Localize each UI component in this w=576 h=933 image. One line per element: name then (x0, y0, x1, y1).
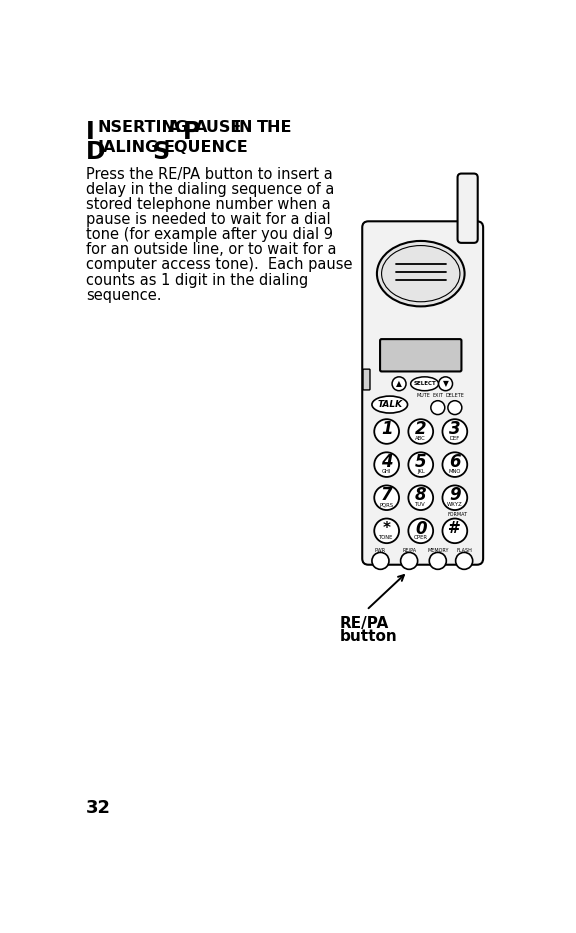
Text: TONE: TONE (380, 536, 394, 540)
Circle shape (442, 453, 467, 477)
Text: ▲: ▲ (396, 380, 402, 388)
Text: SELECT: SELECT (413, 382, 436, 386)
FancyBboxPatch shape (362, 221, 483, 564)
Circle shape (374, 453, 399, 477)
Text: delay in the dialing sequence of a: delay in the dialing sequence of a (86, 183, 334, 198)
Text: WXYZ: WXYZ (447, 502, 463, 508)
Text: 2: 2 (415, 420, 427, 439)
Text: FLASH: FLASH (456, 548, 472, 552)
Text: D: D (86, 140, 105, 163)
Text: P: P (183, 119, 200, 144)
Text: S: S (152, 140, 169, 163)
Circle shape (431, 400, 445, 414)
Text: EXIT: EXIT (433, 393, 444, 397)
Ellipse shape (411, 377, 438, 391)
Text: RE/PA: RE/PA (402, 548, 416, 552)
Text: tone (for example after you dial 9: tone (for example after you dial 9 (86, 228, 333, 243)
Text: DELETE: DELETE (445, 393, 464, 397)
Text: 7: 7 (381, 486, 392, 505)
Circle shape (438, 377, 453, 391)
Circle shape (408, 419, 433, 444)
Circle shape (456, 552, 473, 569)
Text: ABC: ABC (415, 436, 426, 441)
Circle shape (374, 519, 399, 543)
Text: GHI: GHI (382, 469, 391, 474)
Text: MEMORY: MEMORY (427, 548, 449, 552)
Text: 32: 32 (86, 799, 111, 816)
Text: button: button (339, 630, 397, 645)
Text: TALK: TALK (377, 400, 402, 409)
Text: NSERTING: NSERTING (97, 119, 188, 134)
Text: RE/PA: RE/PA (339, 617, 389, 632)
Text: DEF: DEF (450, 436, 460, 441)
Text: FORMAT: FORMAT (447, 512, 467, 517)
Text: 6: 6 (449, 453, 461, 471)
Text: 5: 5 (415, 453, 427, 471)
Text: 0: 0 (415, 520, 427, 537)
Circle shape (429, 552, 446, 569)
Text: AUSE: AUSE (195, 119, 242, 134)
Circle shape (442, 485, 467, 510)
Circle shape (442, 519, 467, 543)
Text: 3: 3 (449, 420, 461, 439)
Text: computer access tone).  Each pause: computer access tone). Each pause (86, 258, 353, 272)
Circle shape (372, 552, 389, 569)
Circle shape (408, 485, 433, 510)
Text: counts as 1 digit in the dialing: counts as 1 digit in the dialing (86, 272, 308, 287)
Circle shape (392, 377, 406, 391)
Text: TUV: TUV (415, 502, 426, 508)
Text: for an outside line, or to wait for a: for an outside line, or to wait for a (86, 243, 336, 258)
Text: MUTE: MUTE (416, 393, 430, 397)
Circle shape (448, 400, 462, 414)
Text: #: # (449, 521, 461, 536)
FancyBboxPatch shape (457, 174, 478, 243)
Text: *: * (382, 521, 391, 536)
Circle shape (374, 419, 399, 444)
Text: 9: 9 (449, 486, 461, 505)
FancyBboxPatch shape (363, 369, 370, 390)
Text: 8: 8 (415, 486, 427, 505)
Ellipse shape (372, 397, 408, 413)
Circle shape (408, 519, 433, 543)
Text: 4: 4 (381, 453, 392, 471)
Text: sequence.: sequence. (86, 287, 161, 302)
Text: MNO: MNO (449, 469, 461, 474)
Text: PQRS: PQRS (380, 502, 394, 508)
Text: EQUENCE: EQUENCE (164, 140, 248, 155)
Text: IN: IN (234, 119, 253, 134)
Text: IALING: IALING (97, 140, 159, 155)
Text: A: A (168, 119, 180, 134)
Text: JKL: JKL (417, 469, 425, 474)
Circle shape (408, 453, 433, 477)
Text: stored telephone number when a: stored telephone number when a (86, 198, 331, 213)
Text: ▼: ▼ (442, 380, 449, 388)
Ellipse shape (377, 241, 465, 306)
Text: Press the RE/PA button to insert a: Press the RE/PA button to insert a (86, 167, 333, 182)
Text: PWR: PWR (375, 548, 386, 552)
Circle shape (374, 485, 399, 510)
Circle shape (442, 419, 467, 444)
Text: pause is needed to wait for a dial: pause is needed to wait for a dial (86, 213, 331, 228)
Text: I: I (86, 119, 94, 144)
Text: OPER: OPER (414, 536, 428, 540)
Circle shape (400, 552, 418, 569)
Text: 1: 1 (381, 420, 392, 439)
FancyBboxPatch shape (380, 339, 461, 371)
Text: THE: THE (257, 119, 293, 134)
